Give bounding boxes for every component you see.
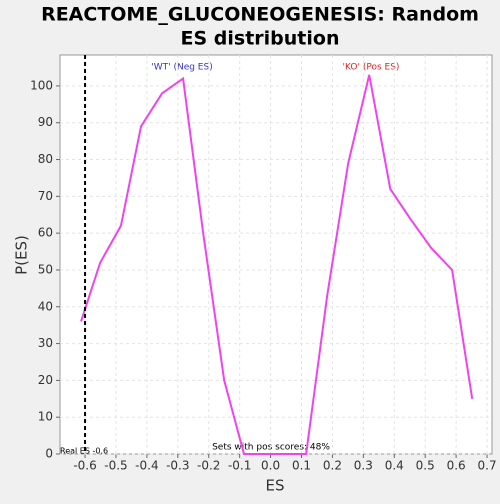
y-tick-label: 90 [38,115,53,129]
x-tick-label: 0.0 [261,459,280,473]
x-axis-label: ES [266,477,285,495]
x-tick-label: 0.5 [416,459,435,473]
x-tick-label: 0.7 [478,459,497,473]
y-tick-label: 40 [38,299,53,313]
x-tick-label: 0.2 [323,459,342,473]
x-tick-label: -0.4 [135,459,158,473]
y-tick-label: 30 [38,336,53,350]
x-tick-label: -0.6 [73,459,96,473]
annotation: 'KO' (Pos ES) [343,63,400,73]
x-tick-label: -0.5 [104,459,127,473]
y-tick-label: 100 [30,78,53,92]
x-tick-label: 0.4 [385,459,404,473]
y-tick-label: 0 [45,447,53,461]
x-tick-label: -0.3 [166,459,189,473]
x-tick-label: -0.1 [228,459,251,473]
annotation: Real ES -0.6 [60,447,108,456]
data-line [80,74,474,455]
y-tick-label: 20 [38,373,53,387]
y-axis-label: P(ES) [13,235,31,275]
y-tick-label: 80 [38,152,53,166]
y-tick-label: 50 [38,262,53,276]
x-tick-label: 0.3 [354,459,373,473]
chart-title: REACTOME_GLUCONEOGENESIS: Random [41,4,479,26]
x-tick-label: -0.2 [197,459,220,473]
chart-title: ES distribution [181,28,340,50]
annotation: 'WT' (Neg ES) [151,63,212,73]
y-tick-label: 10 [38,410,53,424]
x-tick-label: 0.6 [447,459,466,473]
plot-area [59,54,493,455]
x-tick-label: 0.1 [292,459,311,473]
annotation: Sets with pos scores: 48% [212,443,330,453]
y-tick-label: 70 [38,189,53,203]
y-tick-label: 60 [38,226,53,240]
